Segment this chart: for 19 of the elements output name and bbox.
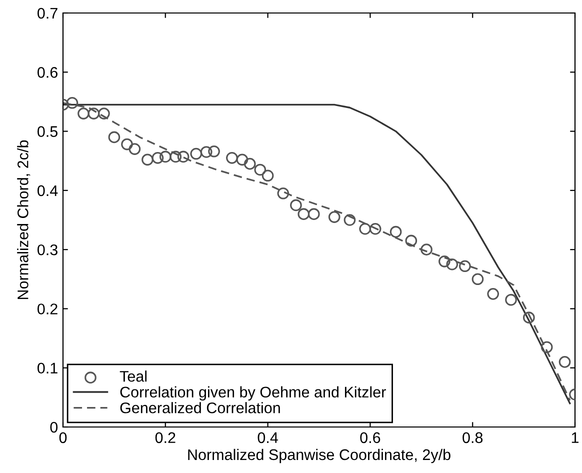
x-axis-title: Normalized Spanwise Coordinate, 2y/b	[188, 448, 450, 464]
legend-label: Generalized Correlation	[120, 402, 280, 414]
x-tick-label: 0.4	[258, 432, 278, 444]
y-tick-label: 0.1	[38, 362, 58, 374]
y-tick-label: 0.7	[38, 8, 58, 19]
legend-label: Teal	[120, 370, 147, 382]
legend-label: Correlation given by Oehme and Kitzler	[120, 386, 386, 401]
x-tick-label: 0	[59, 432, 67, 444]
x-tick-label: 0.8	[462, 432, 483, 444]
x-tick-label: 1	[572, 432, 579, 443]
x-tick-label: 0.2	[155, 432, 176, 444]
y-tick-label: 0.4	[38, 185, 58, 196]
y-tick-label: 0.2	[38, 304, 58, 314]
y-tick-label: 0.6	[38, 67, 58, 78]
y-tick-label: 0.5	[38, 126, 58, 137]
y-axis-title: Normalized Chord, 2c/b	[17, 140, 30, 299]
x-tick-label: 0.6	[360, 432, 380, 444]
y-tick-label: 0	[50, 422, 58, 433]
y-tick-label: 0.3	[38, 244, 58, 256]
